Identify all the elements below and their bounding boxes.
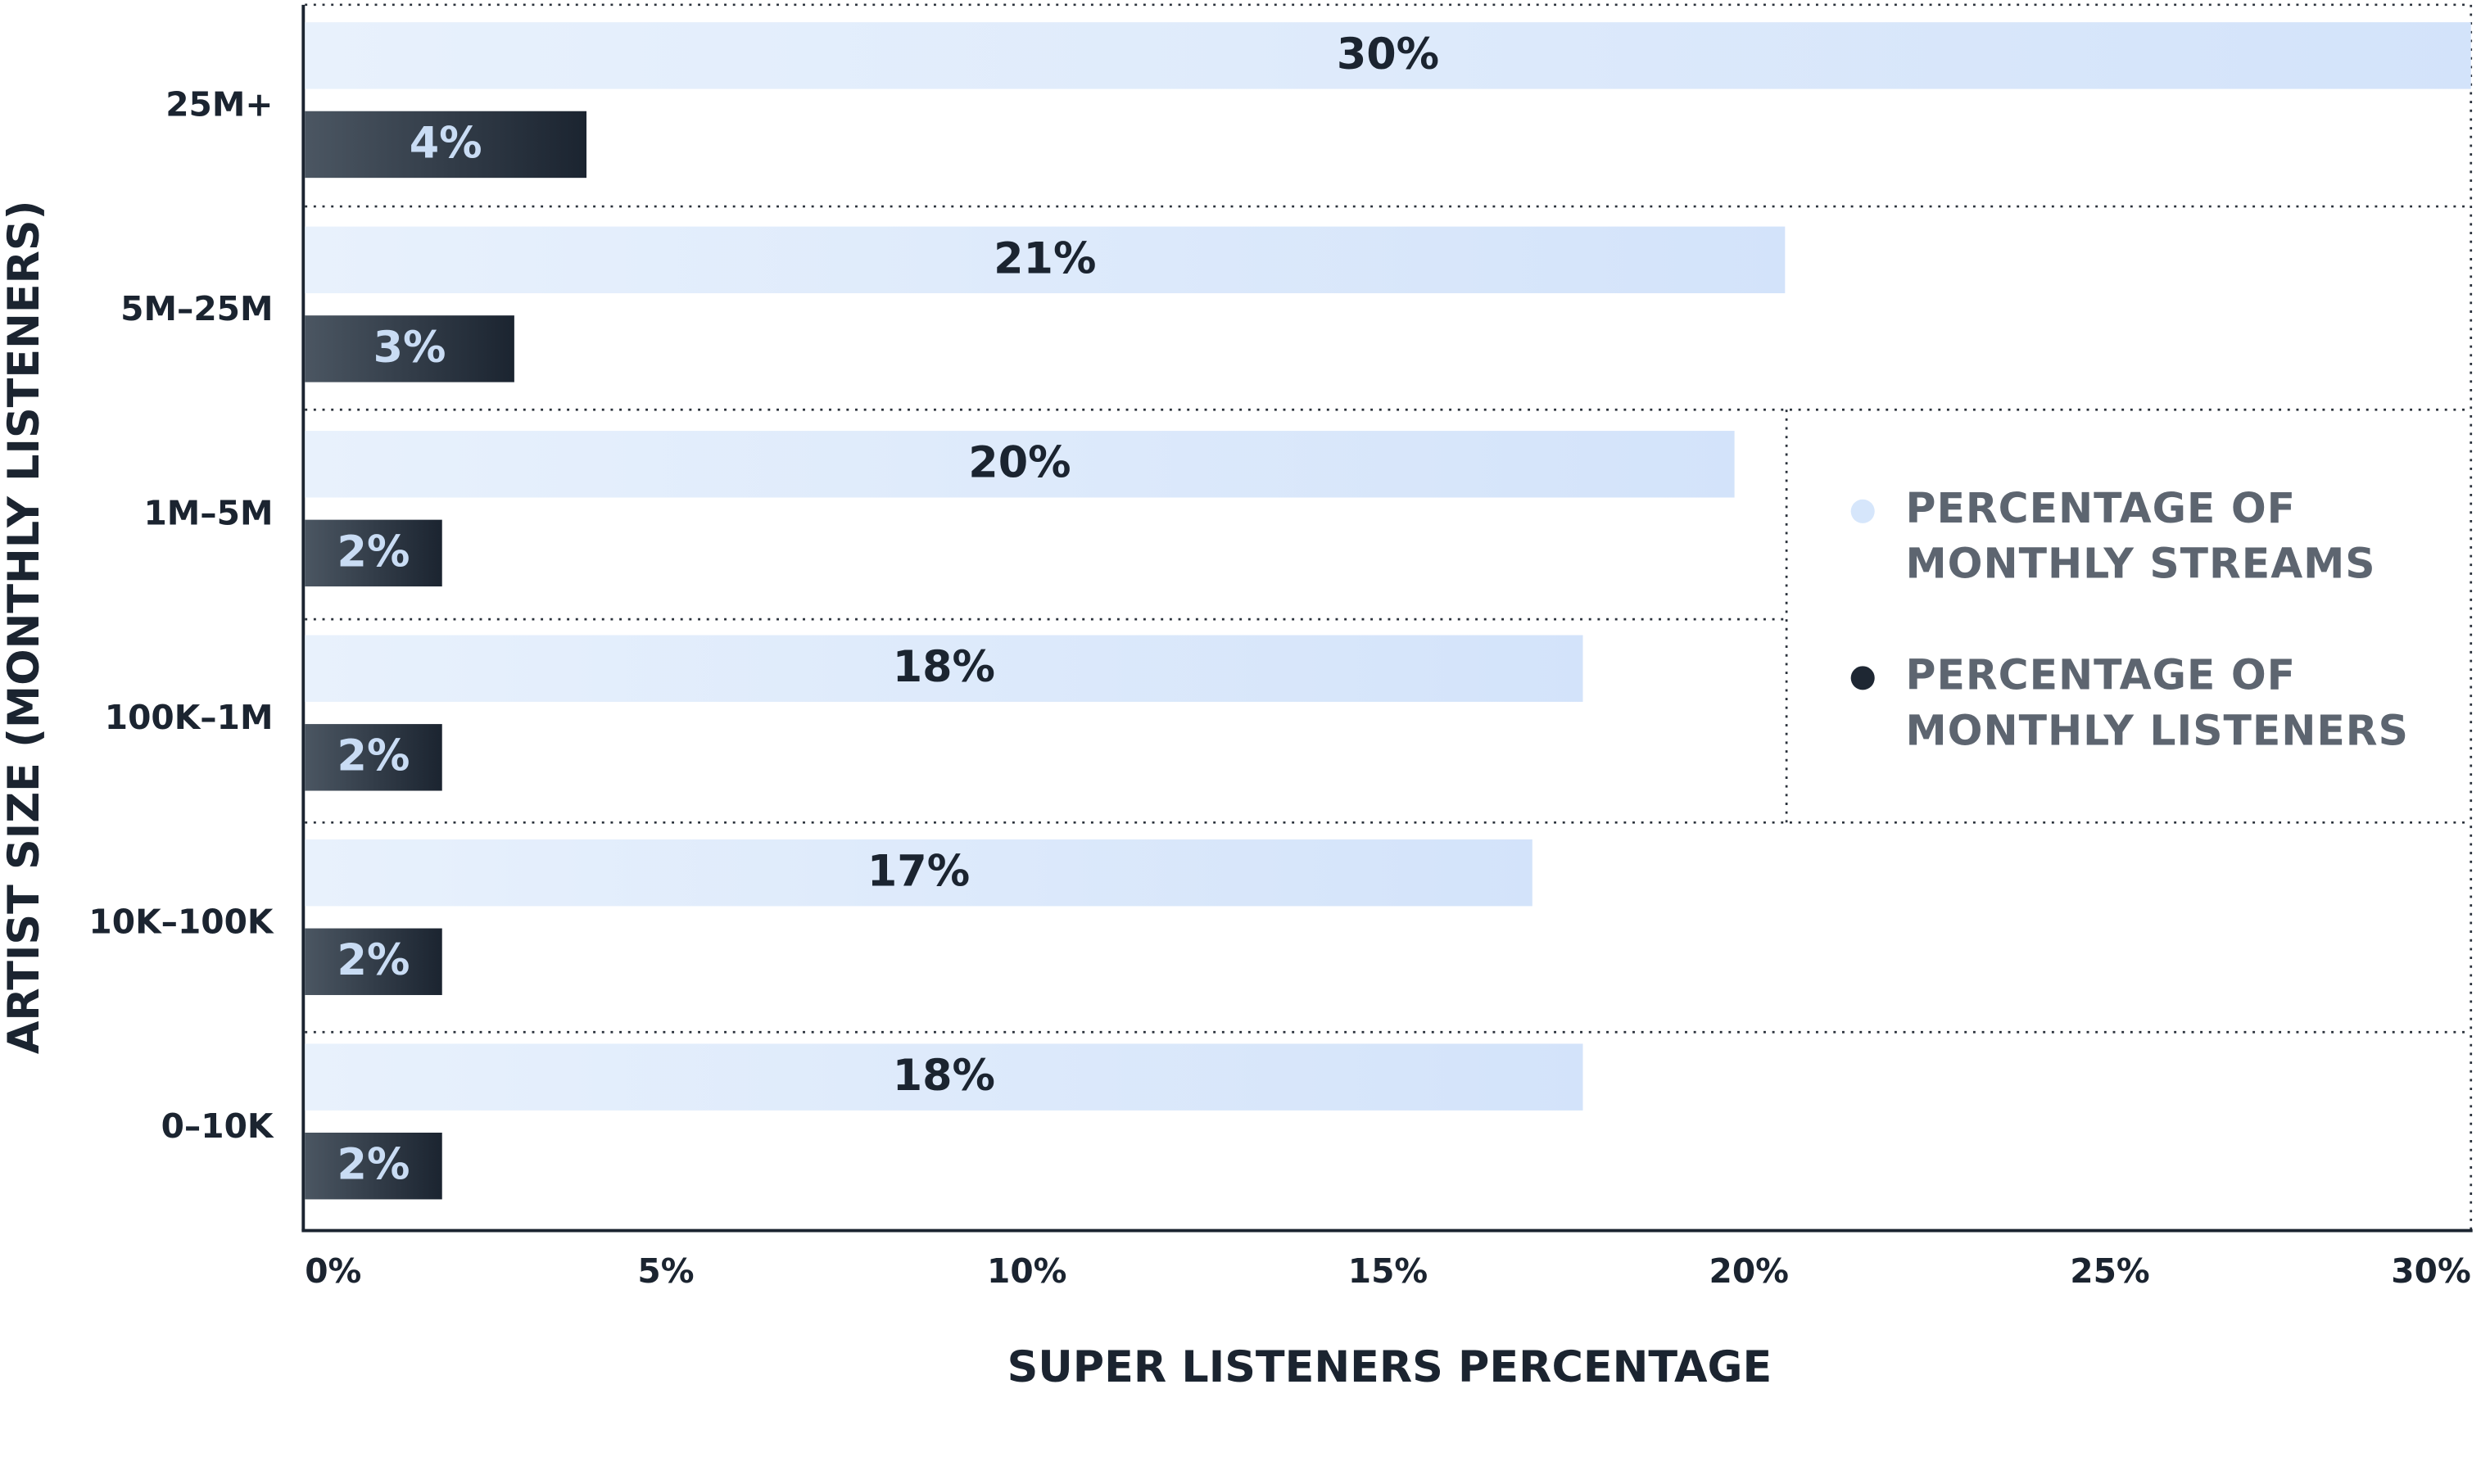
bar xyxy=(305,519,442,587)
legend-swatch xyxy=(1850,666,1875,690)
bar xyxy=(305,1133,442,1200)
x-tick-label: 30% xyxy=(2391,1251,2470,1291)
bar xyxy=(305,635,1583,702)
bar xyxy=(305,431,1735,498)
y-tick-label: 100K–1M xyxy=(105,698,274,737)
y-tick-label: 5M–25M xyxy=(120,289,273,328)
bar xyxy=(305,315,514,382)
x-tick-label: 5% xyxy=(637,1251,694,1291)
bar xyxy=(305,724,442,791)
legend-label: PERCENTAGE OF MONTHLY LISTENERS xyxy=(1905,652,2409,756)
bar-value-label: 18% xyxy=(893,642,995,692)
bar-value-label: 2% xyxy=(337,527,410,577)
bar xyxy=(305,928,442,995)
x-tick-label: 20% xyxy=(1709,1251,1789,1291)
bar-value-label: 18% xyxy=(893,1051,995,1101)
legend-item: PERCENTAGE OF MONTHLY STREAMS xyxy=(1905,486,2376,590)
bar xyxy=(305,22,2471,89)
y-tick-label: 1M–5M xyxy=(143,493,273,532)
legend-item: PERCENTAGE OF MONTHLY LISTENERS xyxy=(1905,652,2409,756)
bar-value-label: 20% xyxy=(968,438,1071,488)
bar-value-label: 2% xyxy=(337,1140,410,1190)
y-axis-title: ARTIST SIZE (MONTHLY LISTENERS) xyxy=(0,200,49,1054)
bar-value-label: 4% xyxy=(410,118,482,168)
bar xyxy=(305,226,1786,294)
bar-value-label: 3% xyxy=(374,323,446,373)
y-tick-label: 10K–100K xyxy=(88,902,274,941)
bar xyxy=(305,111,587,179)
bar-value-label: 2% xyxy=(337,731,410,781)
x-tick-label: 15% xyxy=(1348,1251,1428,1291)
x-axis-title: SUPER LISTENERS PERCENTAGE xyxy=(1007,1342,1772,1392)
bar-value-label: 30% xyxy=(1337,29,1439,79)
y-tick-label: 25M+ xyxy=(165,85,273,124)
legend-label: PERCENTAGE OF MONTHLY STREAMS xyxy=(1905,486,2376,590)
x-tick-label: 10% xyxy=(987,1251,1066,1291)
x-tick-label: 0% xyxy=(305,1251,361,1291)
y-tick-label: 0–10K xyxy=(161,1106,274,1146)
bar-value-label: 2% xyxy=(337,935,410,985)
x-tick-label: 25% xyxy=(2070,1251,2149,1291)
bar xyxy=(305,839,1532,907)
bar-value-label: 17% xyxy=(867,847,970,897)
bar xyxy=(305,1043,1583,1111)
bar-value-label: 21% xyxy=(994,233,1096,283)
legend-swatch xyxy=(1850,499,1875,523)
